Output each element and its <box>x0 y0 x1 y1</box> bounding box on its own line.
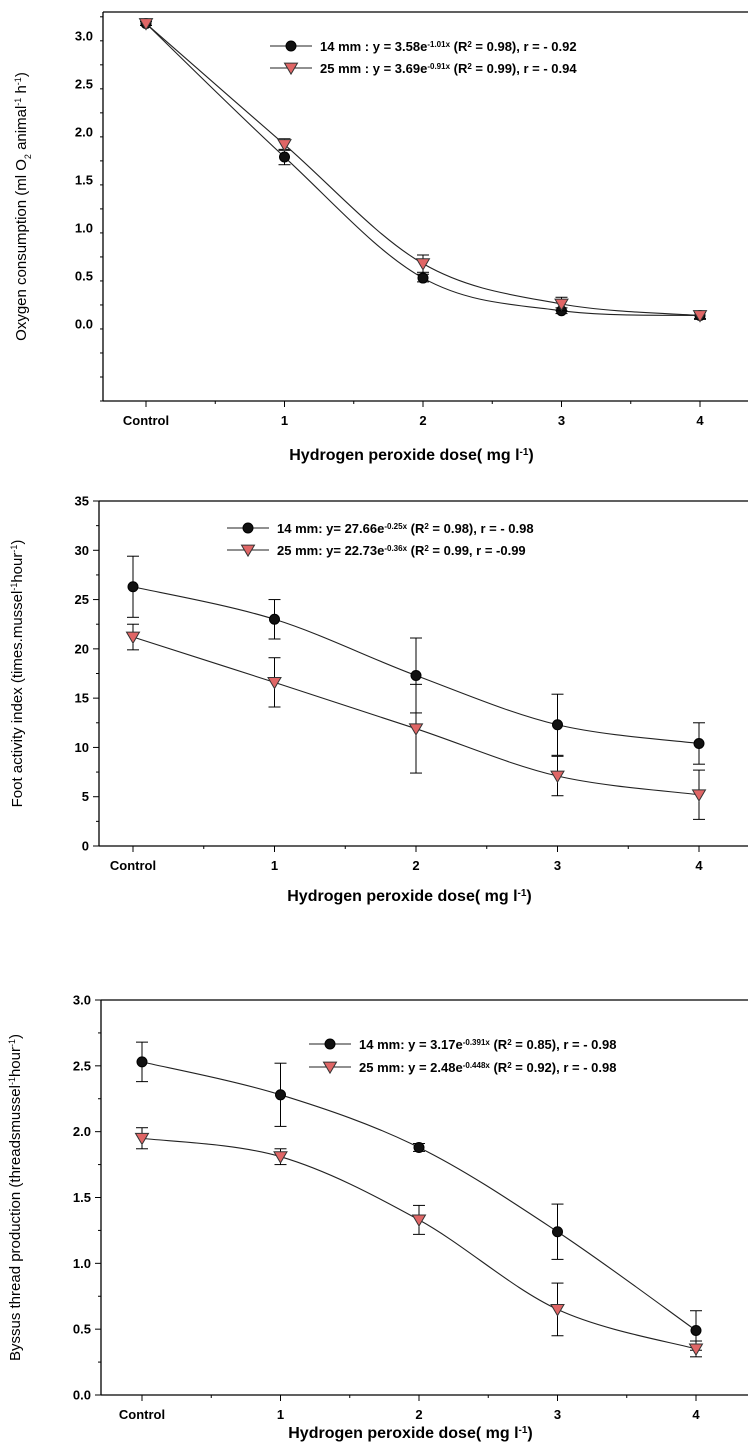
x-tick-label: Control <box>110 858 156 873</box>
legend-marker <box>322 1061 338 1075</box>
x-axis-title: Hydrogen peroxide dose( mg l-1) <box>288 1425 533 1443</box>
data-point <box>277 139 292 152</box>
series-25-mm <box>134 1127 704 1358</box>
x-tick-label: 2 <box>412 858 419 873</box>
y-tick-label: 5 <box>82 789 89 804</box>
y-axis-title: Foot activity index (times.mussel-1hour-… <box>9 540 26 808</box>
legend-marker <box>240 544 256 558</box>
x-axis-title: Hydrogen peroxide dose( mg l-1) <box>287 888 532 906</box>
data-point <box>408 723 424 736</box>
x-tick-label: Control <box>119 1407 165 1422</box>
x-tick-label: 3 <box>554 1407 561 1422</box>
data-point <box>269 613 280 625</box>
data-point <box>554 298 569 312</box>
y-tick-label: 0.0 <box>75 317 93 332</box>
series-14-mm <box>127 555 705 765</box>
x-tick-label: 1 <box>281 413 288 428</box>
chart-panel: 0.0 0.5 1.0 1.5 2.0 2.5 3.0 Control 1 2 3 4 Hydrogen… <box>7 993 748 1443</box>
y-tick-label: 2.5 <box>73 1058 91 1073</box>
data-point <box>411 1214 427 1228</box>
x-tick-label: 1 <box>271 858 278 873</box>
y-tick-label: 1.0 <box>75 221 93 236</box>
legend-marker <box>324 1038 336 1050</box>
legend-entry: 25 mm : y = 3.69e-0.91x (R2 = 0.99), r =… <box>320 61 577 76</box>
y-tick-label: 1.5 <box>73 1190 91 1205</box>
y-tick-label: 2.0 <box>75 125 93 140</box>
data-point <box>127 581 139 593</box>
y-tick-label: 20 <box>75 641 89 656</box>
data-point <box>125 631 141 645</box>
legend-marker <box>283 62 299 76</box>
legend-entry: 25 mm: y = 2.48e-0.448x (R2 = 0.92), r =… <box>359 1060 616 1075</box>
series-25-mm <box>138 18 708 323</box>
x-axis-title: Hydrogen peroxide dose( mg l-1) <box>289 447 534 465</box>
data-point <box>550 770 565 784</box>
data-point <box>417 272 429 284</box>
y-tick-label: 35 <box>75 494 89 509</box>
y-tick-label: 10 <box>75 740 89 755</box>
y-tick-label: 0 <box>82 839 89 854</box>
data-point <box>690 1324 702 1336</box>
y-tick-label: 30 <box>75 543 89 558</box>
x-tick-label: 4 <box>692 1407 700 1422</box>
series-14-mm <box>136 1041 702 1351</box>
data-point <box>279 151 290 163</box>
data-point <box>275 1089 286 1101</box>
x-tick-label: Control <box>123 413 169 428</box>
data-point <box>267 676 282 690</box>
legend-entry: 25 mm: y= 22.73e-0.36x (R2 = 0.99, r = -… <box>277 543 526 558</box>
x-tick-label: 1 <box>277 1407 284 1422</box>
data-point <box>134 1132 150 1146</box>
y-tick-label: 0.0 <box>73 1388 91 1403</box>
y-tick-label: 3.0 <box>75 29 93 44</box>
y-tick-label: 3.0 <box>73 993 91 1008</box>
y-axis-title: Oxygen consumption (ml O2 animal-1 h-1) <box>13 72 33 341</box>
series-line <box>145 23 701 317</box>
legend-marker <box>242 522 254 534</box>
y-tick-label: 0.5 <box>73 1322 91 1337</box>
data-point <box>550 1304 565 1317</box>
data-point <box>410 669 422 681</box>
y-tick-label: 2.0 <box>73 1124 91 1139</box>
y-tick-label: 1.0 <box>73 1256 91 1271</box>
data-point <box>413 1141 425 1153</box>
data-point <box>273 1151 288 1164</box>
data-point <box>136 1056 148 1068</box>
data-point <box>688 1343 704 1357</box>
data-point <box>552 719 563 731</box>
chart-panel: 0.0 0.5 1.0 1.5 2.0 2.5 3.0 Control 1 2 3 4 Hydrogen… <box>13 11 748 465</box>
legend-marker <box>285 40 297 52</box>
legend-entry: 14 mm: y = 3.17e-0.391x (R2 = 0.85), r =… <box>359 1037 616 1052</box>
data-point <box>691 789 707 802</box>
x-tick-label: 4 <box>695 858 703 873</box>
x-tick-label: 4 <box>696 413 704 428</box>
y-tick-label: 2.5 <box>75 77 93 92</box>
y-tick-label: 15 <box>75 691 89 706</box>
y-tick-label: 25 <box>75 592 89 607</box>
legend-entry: 14 mm: y= 27.66e-0.25x (R2 = 0.98), r = … <box>277 521 534 536</box>
series-line <box>141 1061 697 1331</box>
x-tick-label: 2 <box>419 413 426 428</box>
chart-panel: 0 5 10 15 20 25 30 35 Control 1 2 3 4 Hydrogen peroxi… <box>9 494 748 906</box>
data-point <box>138 18 154 31</box>
data-point <box>415 258 431 271</box>
x-tick-label: 3 <box>554 858 561 873</box>
x-tick-label: 3 <box>558 413 565 428</box>
x-tick-label: 2 <box>415 1407 422 1422</box>
y-tick-label: 0.5 <box>75 269 93 284</box>
data-point <box>692 310 708 323</box>
data-point <box>552 1226 563 1238</box>
data-point <box>693 737 705 749</box>
y-axis-title: Byssus thread production (threadsmussel-… <box>7 1034 24 1361</box>
y-tick-label: 1.5 <box>75 173 93 188</box>
legend-entry: 14 mm : y = 3.58e-1.01x (R2 = 0.98), r =… <box>320 39 577 54</box>
series-25-mm <box>125 623 707 820</box>
series-line <box>141 1137 697 1350</box>
